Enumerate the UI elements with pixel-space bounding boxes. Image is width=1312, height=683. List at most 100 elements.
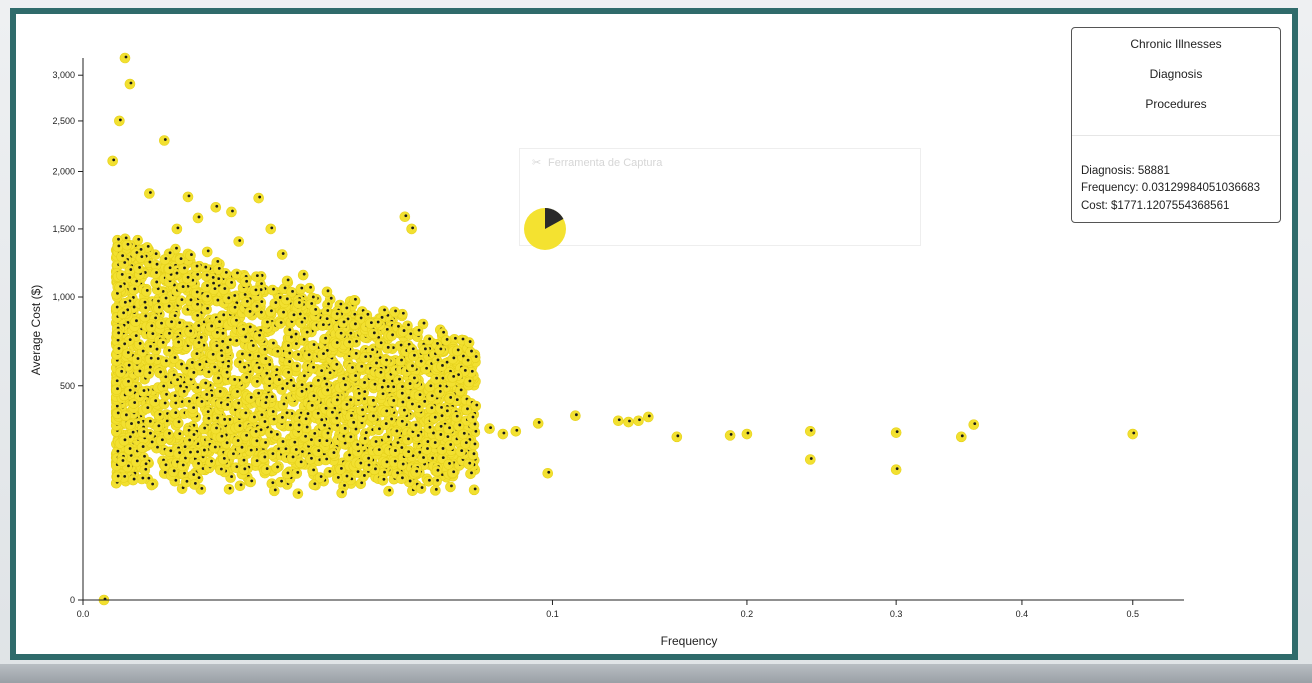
data-point[interactable]: [741, 428, 753, 440]
data-point[interactable]: [532, 418, 544, 429]
data-point[interactable]: [431, 465, 443, 477]
data-point[interactable]: [215, 351, 227, 362]
data-point[interactable]: [455, 446, 467, 457]
data-point[interactable]: [144, 416, 155, 428]
data-point[interactable]: [461, 355, 473, 367]
data-point[interactable]: [397, 308, 408, 320]
data-point[interactable]: [124, 78, 136, 90]
data-point[interactable]: [233, 236, 245, 247]
data-point[interactable]: [177, 387, 189, 398]
data-point[interactable]: [163, 346, 174, 357]
data-point[interactable]: [154, 367, 165, 379]
data-point[interactable]: [234, 480, 246, 492]
data-point[interactable]: [291, 468, 303, 479]
data-point[interactable]: [259, 438, 270, 449]
data-point[interactable]: [349, 294, 360, 306]
data-point[interactable]: [231, 387, 242, 398]
data-point[interactable]: [339, 380, 350, 392]
data-point[interactable]: [294, 457, 306, 469]
data-point[interactable]: [436, 361, 447, 372]
data-point[interactable]: [149, 396, 160, 407]
data-point[interactable]: [444, 440, 455, 451]
data-point[interactable]: [434, 430, 446, 441]
data-point[interactable]: [277, 307, 288, 319]
data-point[interactable]: [307, 465, 318, 477]
data-point[interactable]: [159, 293, 171, 305]
data-point[interactable]: [402, 447, 413, 458]
data-point[interactable]: [143, 368, 155, 380]
legend-item-procedures[interactable]: Procedures: [1145, 97, 1207, 111]
data-point[interactable]: [367, 396, 378, 407]
data-point[interactable]: [323, 467, 335, 478]
data-point[interactable]: [181, 272, 193, 284]
data-point[interactable]: [152, 421, 164, 433]
data-point[interactable]: [450, 411, 462, 423]
data-point[interactable]: [414, 356, 426, 368]
data-point[interactable]: [389, 446, 400, 457]
data-point[interactable]: [139, 303, 150, 314]
data-point[interactable]: [175, 295, 187, 306]
data-point[interactable]: [118, 435, 130, 447]
data-point[interactable]: [368, 328, 379, 340]
data-point[interactable]: [200, 270, 212, 282]
data-point[interactable]: [171, 375, 182, 386]
data-point[interactable]: [304, 282, 315, 294]
data-point[interactable]: [144, 342, 155, 353]
data-point[interactable]: [454, 385, 466, 397]
data-point[interactable]: [133, 263, 144, 274]
data-point[interactable]: [250, 377, 262, 388]
data-point[interactable]: [346, 363, 357, 374]
data-point[interactable]: [190, 349, 202, 360]
data-point[interactable]: [425, 403, 437, 414]
data-point[interactable]: [336, 487, 347, 499]
data-point[interactable]: [319, 333, 330, 345]
data-point[interactable]: [269, 298, 281, 309]
data-point[interactable]: [119, 52, 131, 64]
data-point[interactable]: [192, 459, 203, 470]
data-point[interactable]: [423, 422, 435, 434]
data-point[interactable]: [374, 367, 386, 379]
data-point[interactable]: [251, 271, 262, 282]
data-point[interactable]: [408, 351, 419, 362]
data-point[interactable]: [470, 400, 482, 412]
data-point[interactable]: [295, 317, 307, 329]
data-point[interactable]: [435, 403, 446, 414]
data-point[interactable]: [321, 428, 333, 440]
data-point[interactable]: [215, 431, 227, 443]
data-point[interactable]: [425, 391, 437, 403]
data-point[interactable]: [264, 427, 276, 439]
data-point[interactable]: [349, 371, 360, 382]
data-point[interactable]: [267, 338, 278, 350]
data-point[interactable]: [671, 431, 683, 443]
data-point[interactable]: [420, 363, 431, 375]
data-point[interactable]: [326, 407, 337, 419]
data-point[interactable]: [510, 426, 522, 437]
data-point[interactable]: [156, 338, 168, 349]
data-point[interactable]: [178, 263, 189, 275]
data-point[interactable]: [210, 423, 221, 435]
data-point[interactable]: [172, 337, 183, 349]
data-point[interactable]: [804, 454, 816, 465]
data-point[interactable]: [240, 430, 251, 442]
data-point[interactable]: [233, 421, 245, 432]
data-point[interactable]: [307, 340, 319, 351]
data-point[interactable]: [123, 385, 135, 397]
data-point[interactable]: [116, 456, 128, 467]
data-point[interactable]: [386, 330, 397, 342]
data-point[interactable]: [643, 411, 654, 423]
data-point[interactable]: [297, 269, 309, 281]
data-point[interactable]: [467, 449, 479, 460]
data-point[interactable]: [406, 399, 417, 411]
data-point[interactable]: [223, 483, 235, 495]
data-point[interactable]: [241, 297, 252, 308]
data-point[interactable]: [218, 415, 229, 426]
data-point[interactable]: [239, 408, 251, 420]
data-point[interactable]: [423, 334, 434, 346]
data-point[interactable]: [237, 324, 248, 336]
data-point[interactable]: [117, 308, 128, 320]
data-point[interactable]: [295, 387, 307, 398]
data-point[interactable]: [286, 452, 298, 464]
data-point[interactable]: [107, 155, 118, 167]
data-point[interactable]: [423, 475, 434, 487]
data-point[interactable]: [397, 326, 409, 337]
